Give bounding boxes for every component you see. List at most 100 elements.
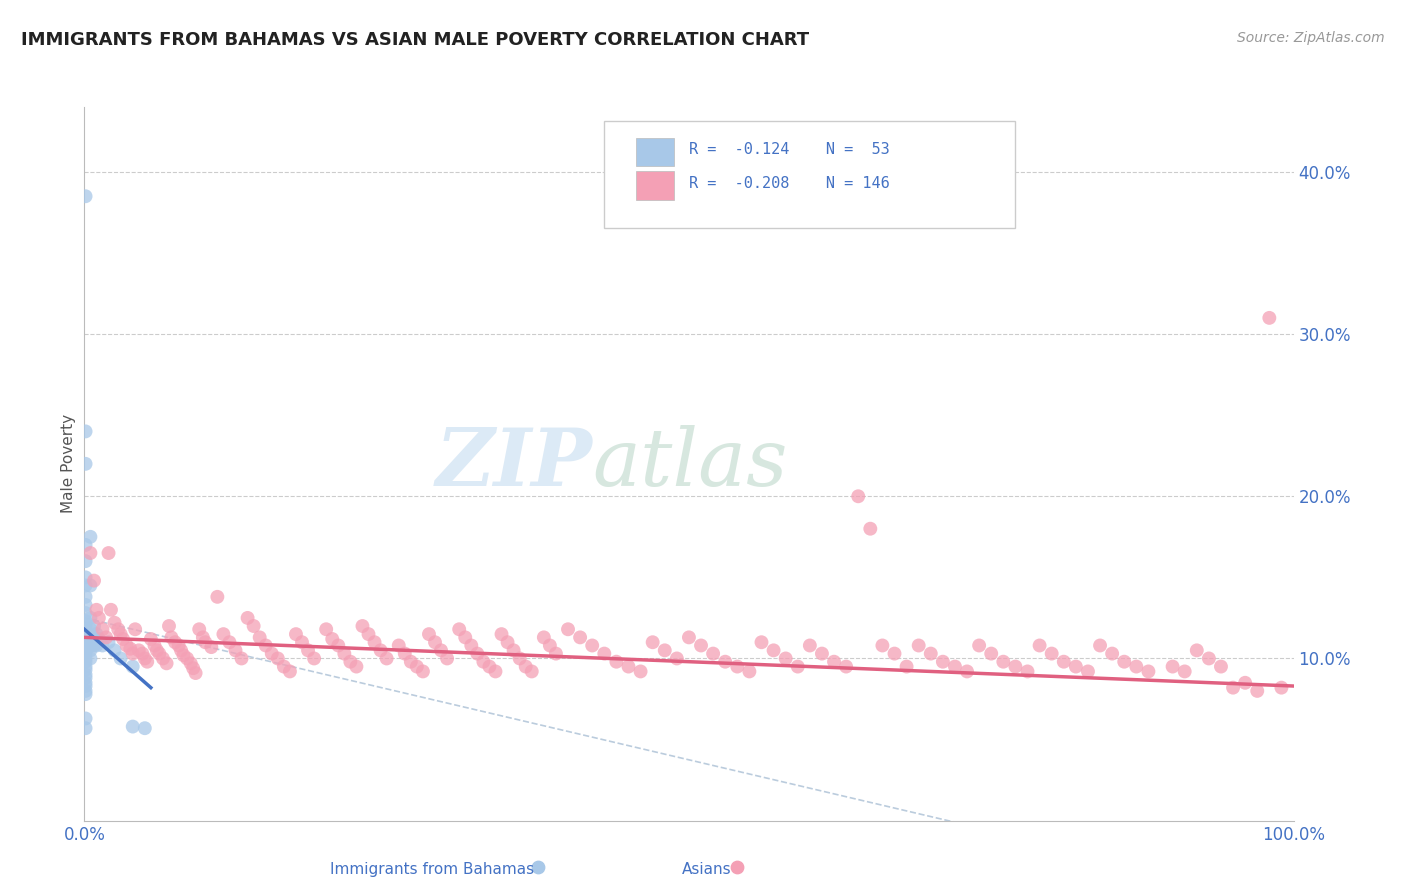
- Point: [75, 627, 97, 641]
- Point: [75, 675, 97, 690]
- Point: [121, 720, 143, 734]
- Point: [1040, 647, 1063, 661]
- Point: [180, 657, 202, 671]
- Point: [285, 627, 308, 641]
- Point: [75, 647, 97, 661]
- Point: [491, 627, 513, 641]
- Point: [846, 489, 869, 503]
- Point: [460, 639, 482, 653]
- Point: [1004, 659, 1026, 673]
- Text: Asians: Asians: [682, 863, 731, 877]
- Point: [630, 665, 652, 679]
- Point: [86, 603, 108, 617]
- Point: [75, 635, 97, 649]
- Point: [1064, 659, 1087, 673]
- Point: [412, 665, 434, 679]
- Point: [967, 639, 990, 653]
- Point: [932, 655, 955, 669]
- Point: [538, 639, 561, 653]
- Point: [124, 622, 146, 636]
- Point: [799, 639, 821, 653]
- Point: [502, 643, 524, 657]
- Point: [91, 639, 114, 653]
- Point: [654, 643, 676, 657]
- Point: [79, 635, 101, 649]
- Point: [496, 635, 519, 649]
- Point: [1053, 655, 1076, 669]
- Text: Immigrants from Bahamas: Immigrants from Bahamas: [330, 863, 534, 877]
- Point: [1258, 310, 1281, 325]
- Point: [725, 659, 748, 673]
- Point: [357, 627, 380, 641]
- FancyBboxPatch shape: [636, 137, 675, 166]
- Point: [155, 657, 177, 671]
- Point: [394, 647, 416, 661]
- Point: [121, 659, 143, 673]
- Point: [527, 860, 550, 874]
- Point: [75, 614, 97, 628]
- Point: [134, 651, 156, 665]
- Point: [75, 425, 97, 439]
- Point: [112, 632, 135, 646]
- Point: [75, 578, 97, 592]
- Point: [75, 606, 97, 620]
- Point: [907, 639, 929, 653]
- Point: [91, 622, 114, 636]
- Point: [896, 659, 918, 673]
- Point: [75, 651, 97, 665]
- Point: [83, 574, 105, 588]
- Point: [333, 647, 356, 661]
- Point: [872, 639, 894, 653]
- Point: [75, 538, 97, 552]
- Point: [104, 615, 127, 630]
- Point: [569, 631, 592, 645]
- Point: [605, 655, 627, 669]
- Point: [136, 655, 159, 669]
- Point: [152, 651, 174, 665]
- Point: [1161, 659, 1184, 673]
- Point: [321, 632, 343, 646]
- Point: [454, 631, 477, 645]
- Point: [346, 659, 368, 673]
- Point: [79, 639, 101, 653]
- Point: [1270, 681, 1292, 695]
- Point: [75, 639, 97, 653]
- Point: [79, 546, 101, 560]
- Point: [297, 643, 319, 657]
- Point: [75, 684, 97, 698]
- Point: [1125, 659, 1147, 673]
- Point: [75, 590, 97, 604]
- Point: [242, 619, 264, 633]
- Point: [484, 665, 506, 679]
- Point: [1246, 684, 1268, 698]
- Point: [79, 622, 101, 636]
- Point: [738, 665, 761, 679]
- Point: [714, 655, 737, 669]
- Point: [811, 647, 834, 661]
- Point: [375, 651, 398, 665]
- Point: [79, 651, 101, 665]
- Point: [751, 635, 773, 649]
- Text: IMMIGRANTS FROM BAHAMAS VS ASIAN MALE POVERTY CORRELATION CHART: IMMIGRANTS FROM BAHAMAS VS ASIAN MALE PO…: [21, 31, 810, 49]
- Point: [725, 860, 748, 874]
- Point: [1137, 665, 1160, 679]
- Point: [665, 651, 688, 665]
- Point: [75, 631, 97, 645]
- Point: [212, 627, 235, 641]
- Point: [920, 647, 942, 661]
- Point: [339, 655, 361, 669]
- Point: [75, 622, 97, 636]
- Point: [104, 643, 127, 657]
- Point: [184, 666, 207, 681]
- Point: [75, 655, 97, 669]
- Point: [302, 651, 325, 665]
- Point: [1028, 639, 1050, 653]
- Point: [1174, 665, 1197, 679]
- Point: [75, 570, 97, 584]
- Point: [363, 635, 385, 649]
- Point: [188, 622, 211, 636]
- Point: [75, 189, 97, 203]
- Point: [231, 651, 253, 665]
- Point: [544, 647, 567, 661]
- Text: atlas: atlas: [592, 425, 787, 502]
